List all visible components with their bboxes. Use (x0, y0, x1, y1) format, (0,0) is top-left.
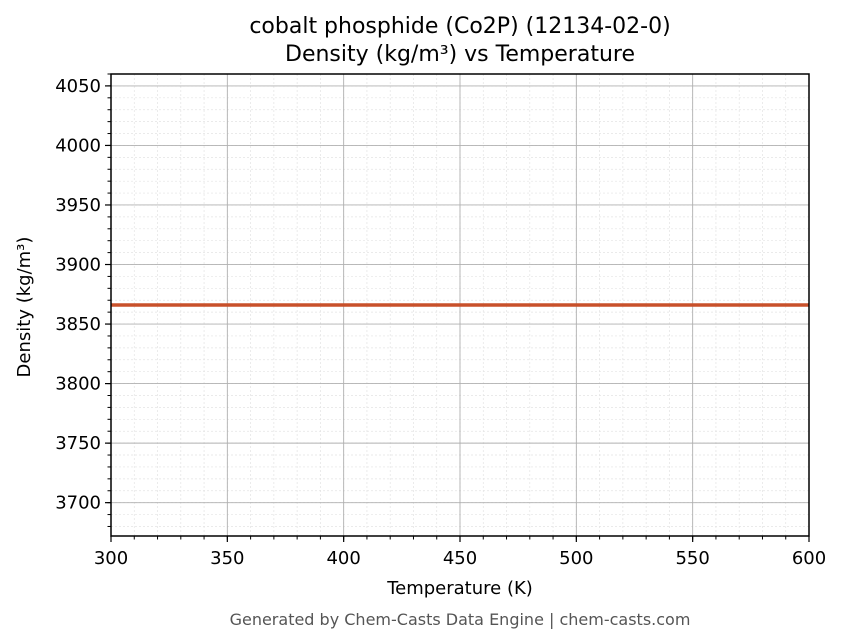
x-tick-label: 300 (94, 548, 128, 569)
footer-credit: Generated by Chem-Casts Data Engine | ch… (230, 610, 691, 629)
x-tick-label: 450 (443, 548, 477, 569)
y-tick-label: 3750 (55, 433, 101, 454)
x-tick-label: 400 (326, 548, 360, 569)
chart-title-line2: Density (kg/m³) vs Temperature (285, 42, 635, 67)
x-tick-label: 550 (675, 548, 709, 569)
y-axis-label: Density (kg/m³) (14, 237, 35, 378)
y-tick-label: 3700 (55, 493, 101, 514)
y-tick-label: 4050 (55, 76, 101, 97)
y-tick-label: 3950 (55, 195, 101, 216)
y-tick-label: 4000 (55, 135, 101, 156)
y-tick-label: 3850 (55, 314, 101, 335)
x-tick-label: 600 (792, 548, 826, 569)
y-tick-label: 3800 (55, 374, 101, 395)
x-axis-label: Temperature (K) (386, 578, 533, 599)
chart-title-line1: cobalt phosphide (Co2P) (12134-02-0) (249, 14, 670, 39)
y-tick-label: 3900 (55, 255, 101, 276)
x-tick-label: 500 (559, 548, 593, 569)
ticks-layer: 300 350 400 450 500 550 600 3700 3750 3800 3850 390… (55, 73, 826, 569)
x-tick-label: 350 (210, 548, 244, 569)
